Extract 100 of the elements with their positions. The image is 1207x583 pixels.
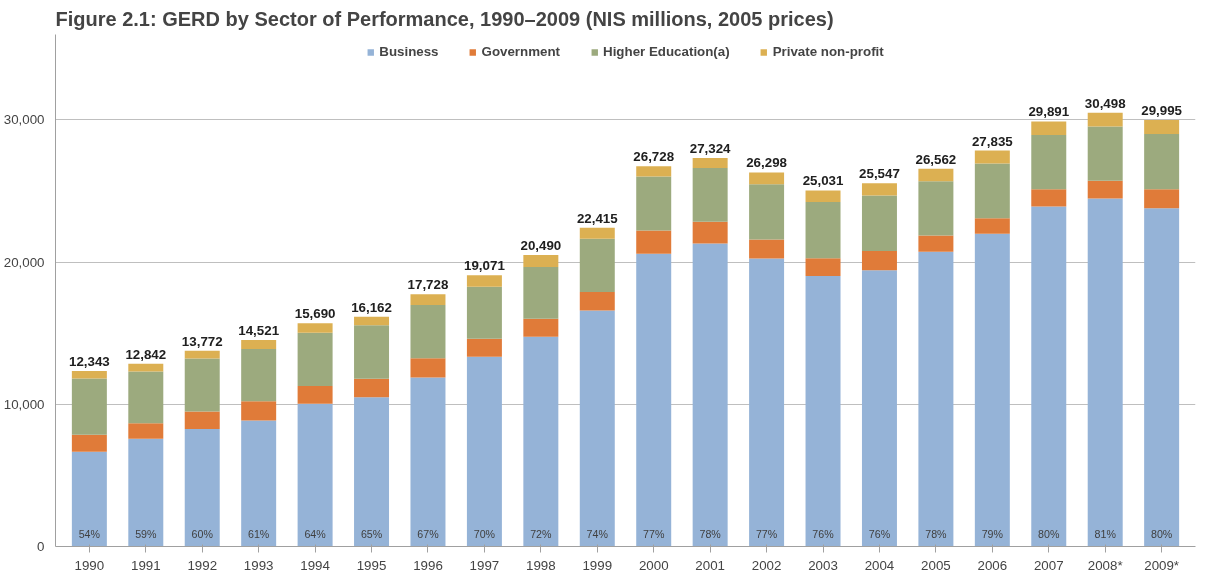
bar — [805, 202, 841, 259]
x-tick-label: 2007 — [1033, 557, 1064, 573]
bar — [71, 451, 107, 547]
x-tick-label: 2009* — [1144, 557, 1180, 573]
y-tick-label: 30,000 — [3, 112, 45, 128]
total-label: 30,498 — [1084, 95, 1126, 111]
total-label: 26,728 — [633, 149, 675, 165]
x-tick-label: 2006 — [977, 557, 1008, 573]
bar — [523, 267, 559, 319]
bar — [241, 339, 277, 350]
total-label: 26,562 — [915, 151, 957, 167]
bar — [241, 349, 277, 402]
annotation: 77% — [643, 528, 665, 541]
x-tick-label: 1997 — [469, 557, 500, 573]
bar — [1031, 121, 1067, 135]
total-label: 25,547 — [859, 166, 900, 182]
annotation: 74% — [586, 528, 609, 541]
total-label: 29,995 — [1141, 102, 1183, 118]
bar — [636, 253, 672, 547]
annotation: 61% — [248, 528, 270, 541]
total-label: 20,490 — [520, 237, 562, 253]
x-tick-label: 2005 — [921, 557, 951, 573]
bar — [636, 166, 672, 177]
bar — [1144, 119, 1180, 135]
x-tick-label: 2000 — [638, 557, 669, 573]
x-tick-label: 1994 — [300, 557, 331, 573]
bar — [805, 275, 841, 547]
y-tick-label: 0 — [37, 539, 45, 554]
bar — [128, 438, 164, 547]
annotation: 78% — [699, 528, 722, 541]
bar — [1031, 189, 1067, 207]
bar — [861, 183, 897, 196]
bar — [297, 386, 333, 404]
bar — [579, 227, 615, 239]
annotation: 78% — [925, 528, 948, 541]
legend-label: Government — [481, 44, 561, 59]
bar — [184, 358, 220, 412]
bar — [692, 243, 728, 547]
annotation: 59% — [135, 528, 157, 541]
total-label: 15,690 — [294, 306, 336, 322]
bar — [579, 310, 615, 547]
total-label: 27,324 — [689, 140, 732, 156]
x-tick-label: 1996 — [413, 557, 443, 573]
annotation: 80% — [1038, 528, 1060, 541]
annotation: 80% — [1150, 528, 1173, 541]
x-tick-label: 1991 — [130, 557, 161, 573]
x-tick-label: 1992 — [187, 557, 218, 573]
total-label: 12,842 — [125, 346, 167, 362]
bar — [523, 336, 559, 547]
bar — [918, 235, 954, 252]
bar — [749, 258, 785, 547]
annotation: 72% — [530, 528, 553, 541]
bar — [749, 172, 785, 185]
bar — [354, 316, 390, 326]
bar — [297, 323, 333, 333]
bar — [128, 423, 164, 439]
x-tick-label: 1990 — [74, 557, 105, 573]
bar — [297, 403, 333, 547]
annotation: 60% — [191, 528, 214, 541]
bar — [410, 294, 446, 306]
x-tick-label: 1993 — [243, 557, 274, 573]
bar — [466, 275, 502, 287]
bar — [410, 358, 446, 378]
total-label: 26,298 — [746, 155, 787, 171]
bar — [749, 184, 785, 240]
bar — [749, 239, 785, 259]
bar — [184, 429, 220, 547]
bar — [918, 181, 954, 236]
bar — [1144, 208, 1180, 547]
bar — [128, 363, 164, 372]
annotation: 70% — [473, 528, 496, 541]
annotation: 64% — [304, 528, 327, 541]
total-label: 19,071 — [464, 258, 506, 274]
total-label: 12,343 — [68, 353, 110, 369]
bar — [1087, 112, 1123, 127]
bar — [692, 168, 728, 222]
bar — [128, 371, 164, 424]
bar — [918, 251, 954, 547]
annotation: 76% — [812, 528, 835, 541]
bar — [974, 233, 1010, 547]
bar — [974, 163, 1010, 219]
annotation: 77% — [755, 528, 778, 541]
bar — [410, 377, 446, 547]
y-tick-label: 10,000 — [3, 396, 45, 412]
total-label: 16,162 — [351, 299, 392, 315]
annotation: 79% — [981, 528, 1004, 541]
bar — [297, 332, 333, 387]
bar — [861, 270, 897, 547]
total-label: 17,728 — [407, 277, 449, 293]
legend-label: Business — [379, 44, 439, 59]
x-tick-label: 1995 — [356, 557, 387, 573]
bar — [241, 420, 277, 547]
bar — [1031, 206, 1067, 547]
bar — [466, 338, 502, 357]
annotation: 76% — [868, 528, 891, 541]
bar — [1144, 134, 1180, 190]
bar — [354, 397, 390, 547]
bar — [1087, 180, 1123, 199]
bar — [71, 378, 107, 435]
bar — [692, 221, 728, 244]
